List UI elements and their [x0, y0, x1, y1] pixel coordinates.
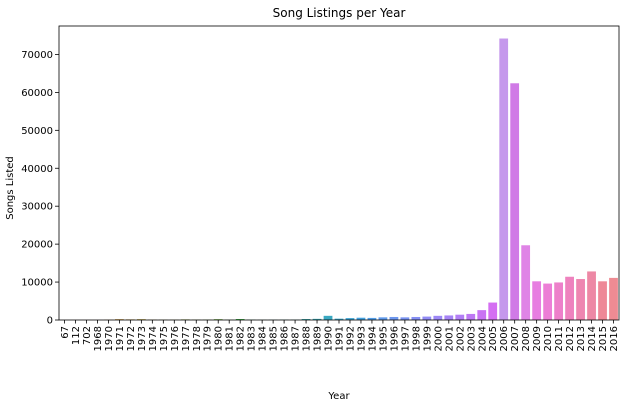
x-tick-label: 1989 [313, 326, 324, 351]
x-tick-label: 2011 [554, 326, 565, 351]
x-tick-label: 1998 [411, 326, 422, 351]
x-tick-label: 1972 [126, 326, 137, 351]
x-tick-label: 1997 [400, 326, 411, 351]
plot-frame [58, 25, 620, 321]
x-tick-label: 2016 [609, 326, 620, 351]
x-tick-label: 1996 [389, 326, 400, 351]
bar-1997 [400, 317, 410, 320]
y-axis-title: Songs Listed [5, 156, 16, 220]
bar-1995 [378, 317, 388, 320]
x-tick-label: 1970 [104, 326, 115, 351]
x-tick-label: 1975 [159, 326, 170, 351]
x-tick-label: 2012 [565, 326, 576, 351]
bar-2003 [466, 313, 476, 320]
bar-2007 [510, 83, 520, 320]
bar-1988 [301, 319, 311, 320]
x-tick-label: 1991 [335, 326, 346, 351]
x-tick-label: 1979 [203, 326, 214, 351]
bar-2012 [565, 276, 574, 320]
y-tick-label: 10000 [21, 278, 53, 289]
x-tick-label: 2015 [598, 326, 609, 351]
bar-1982 [235, 319, 245, 320]
x-tick-label: 1981 [225, 326, 236, 351]
x-tick-label: 1974 [148, 326, 159, 351]
bar-2011 [554, 282, 563, 320]
x-tick-label: 1990 [324, 326, 335, 351]
bar-2001 [444, 315, 454, 320]
bar-1989 [312, 318, 322, 320]
bar-1996 [389, 316, 399, 320]
x-tick-label: 2000 [433, 326, 444, 351]
x-tick-label: 67 [60, 326, 71, 339]
bar-1990 [323, 315, 333, 320]
x-tick-label: 1983 [247, 326, 258, 351]
x-tick-label: 2003 [466, 326, 477, 351]
bar-2006 [499, 38, 509, 321]
x-tick-label: 2013 [576, 326, 587, 351]
bar-2004 [477, 310, 487, 320]
x-tick-label: 702 [82, 326, 93, 345]
x-tick-label: 2005 [488, 326, 499, 351]
x-tick-label: 1994 [367, 326, 378, 351]
bar-2015 [598, 281, 607, 320]
bar-2000 [433, 315, 443, 320]
y-axis: 0 10000 20000 30000 40000 50000 60000 70000 [21, 50, 59, 327]
x-tick-label: 1982 [236, 326, 247, 351]
x-tick-label: 2004 [477, 326, 488, 351]
bar-2014 [587, 271, 596, 320]
bar-2010 [543, 283, 553, 320]
x-tick-label: 1984 [258, 326, 269, 351]
x-tick-label: 1973 [137, 326, 148, 351]
bar-2005 [488, 302, 498, 320]
x-tick-label: 1993 [356, 326, 367, 351]
bar-2016 [609, 277, 618, 320]
bar-1991 [334, 318, 344, 320]
x-tick-label: 1995 [378, 326, 389, 351]
x-tick-label: 1986 [280, 326, 291, 351]
x-tick-label: 1977 [181, 326, 192, 351]
chart-title: Song Listings per Year [273, 6, 406, 20]
bar-2013 [576, 279, 585, 320]
x-tick-label: 2001 [444, 326, 455, 351]
y-tick-label: 30000 [21, 202, 53, 213]
x-tick-label: 112 [71, 326, 82, 345]
bar-1998 [411, 316, 421, 320]
x-tick-label: 2014 [587, 326, 598, 351]
y-tick-label: 70000 [21, 50, 53, 61]
x-axis: 67 112 702 1968 1970 1971 1972 1973 1974 1975 1976… [60, 320, 620, 351]
x-tick-label: 1968 [93, 326, 104, 351]
x-tick-label: 2007 [510, 326, 521, 351]
y-tick-label: 0 [47, 316, 53, 327]
bar-2008 [521, 245, 531, 320]
bars-group [60, 38, 618, 321]
y-tick-label: 40000 [21, 164, 53, 175]
x-tick-label: 1999 [422, 326, 433, 351]
x-tick-label: 2009 [532, 326, 543, 351]
x-tick-label: 1992 [345, 326, 356, 351]
x-axis-title: Year [327, 391, 350, 402]
x-tick-label: 2010 [543, 326, 554, 351]
bar-1999 [422, 316, 432, 320]
y-tick-label: 20000 [21, 240, 53, 251]
x-tick-label: 1987 [291, 326, 302, 351]
x-tick-label: 1978 [192, 326, 203, 351]
y-tick-label: 50000 [21, 126, 53, 137]
x-tick-label: 2006 [499, 326, 510, 351]
bar-1994 [367, 317, 377, 320]
bar-2002 [455, 314, 465, 320]
x-tick-label: 1985 [269, 326, 280, 351]
bar-1992 [345, 318, 355, 320]
bar-1993 [356, 317, 366, 320]
x-tick-label: 1976 [170, 326, 181, 351]
y-tick-label: 60000 [21, 88, 53, 99]
x-tick-label: 2002 [455, 326, 466, 351]
x-tick-label: 1980 [214, 326, 225, 351]
x-tick-label: 1988 [302, 326, 313, 351]
x-tick-label: 1971 [115, 326, 126, 351]
x-tick-label: 2008 [521, 326, 532, 351]
bar-2009 [532, 281, 542, 320]
